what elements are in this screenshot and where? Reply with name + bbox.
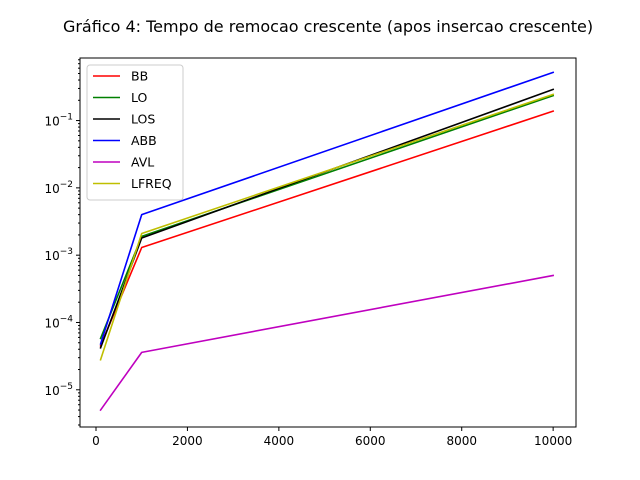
x-tick-label: 0 xyxy=(92,434,100,448)
x-tick-label: 8000 xyxy=(446,434,477,448)
y-tick-label: 10−2 xyxy=(44,180,73,196)
plot-area: 0 2000 4000 6000 8000 10000 10−5 10−4 10−3 10−2 10… xyxy=(44,57,577,448)
y-tick-label: 10−1 xyxy=(44,113,73,129)
legend-label-avl: AVL xyxy=(131,155,154,170)
x-tick-label: 4000 xyxy=(264,434,295,448)
series-line-abb xyxy=(99,71,555,345)
y-tick-label: 10−5 xyxy=(44,382,73,398)
x-tick-label: 6000 xyxy=(355,434,386,448)
series-line-lo xyxy=(99,94,555,340)
legend-label-lfreq: LFREQ xyxy=(131,176,172,191)
legend xyxy=(86,64,184,201)
axes-frame xyxy=(79,57,577,428)
legend-label-los: LOS xyxy=(131,112,155,127)
y-tick-label: 10−4 xyxy=(44,314,73,330)
series-line-avl xyxy=(99,274,555,412)
series-line-lfreq xyxy=(99,93,555,361)
x-tick-label: 10000 xyxy=(534,434,572,448)
series-line-los xyxy=(99,88,555,349)
legend-label-lo: LO xyxy=(131,90,148,105)
x-tick-label: 2000 xyxy=(172,434,203,448)
chart-title: Gráfico 4: Tempo de remocao crescente (a… xyxy=(63,17,593,36)
legend-label-bb: BB xyxy=(131,69,148,84)
y-tick-label: 10−3 xyxy=(44,247,73,263)
legend-label-abb: ABB xyxy=(131,133,157,148)
